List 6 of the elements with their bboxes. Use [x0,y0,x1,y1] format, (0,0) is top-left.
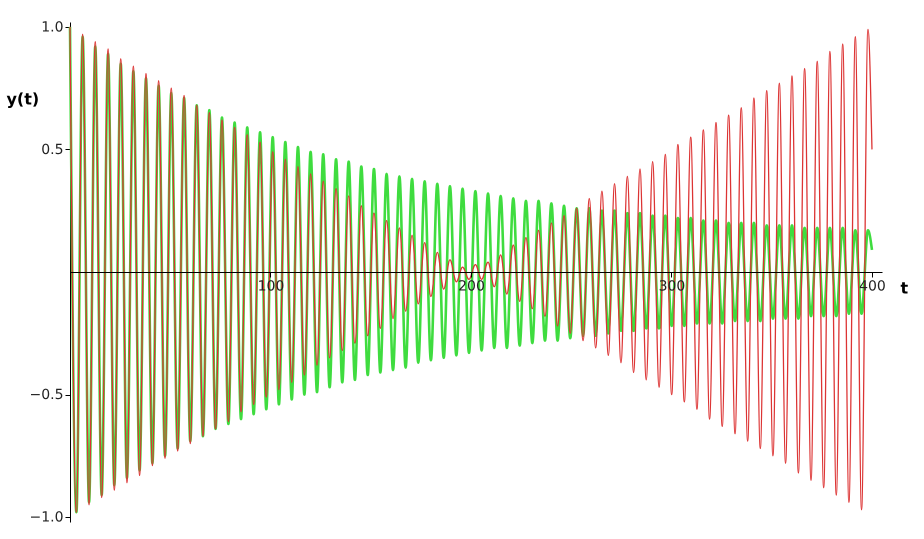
y-tick-label: 0.5 [41,142,64,158]
y-tick-label: −0.5 [30,387,64,404]
x-axis-title: t [900,278,908,298]
y-tick-label: −1.0 [30,510,64,526]
y-tick-label: 1.0 [41,19,64,36]
y-axis-title: y(t) [6,90,40,108]
